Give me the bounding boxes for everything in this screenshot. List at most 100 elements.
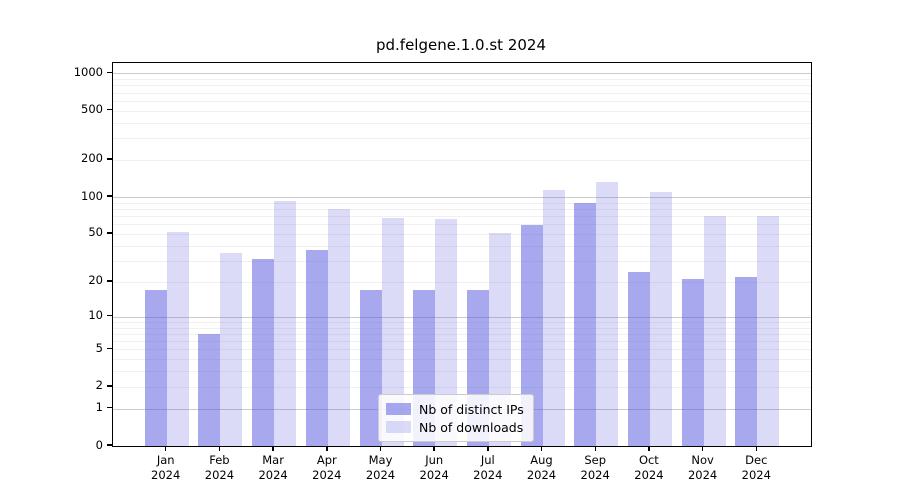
minor-gridline-80 [113, 208, 811, 210]
minor-gridline-900 [113, 79, 811, 80]
y-tick-mark-1000 [107, 71, 112, 73]
minor-gridline-2 [113, 386, 811, 388]
y-tick-label-10: 10 [88, 308, 103, 323]
x-tick-mark-sep [594, 447, 596, 451]
minor-gridline-700 [113, 92, 811, 94]
y-tick-label-1: 1 [95, 400, 103, 415]
x-tick-label-nov: Nov 2024 [687, 453, 718, 482]
x-tick-mark-jun [433, 447, 435, 451]
minor-gridline-3 [113, 371, 811, 373]
minor-gridline-90 [113, 202, 811, 204]
minor-gridline-500 [113, 110, 811, 112]
x-tick-label-sep: Sep 2024 [580, 453, 610, 482]
minor-gridline-600 [113, 100, 811, 102]
legend-swatch-distinct-ips [386, 403, 411, 415]
x-tick-label-dec: Dec 2024 [741, 453, 771, 482]
y-tick-mark-1 [107, 406, 112, 409]
x-tick-mark-mar [272, 447, 274, 451]
bar-distinct-ips-mar [252, 259, 275, 446]
y-tick-mark-200 [107, 158, 112, 160]
x-tick-mark-oct [648, 447, 650, 451]
bar-distinct-ips-dec [735, 276, 758, 446]
minor-gridline-4 [113, 359, 811, 361]
x-tick-label-may: May 2024 [365, 453, 396, 482]
x-tick-label-jan: Jan 2024 [151, 453, 181, 482]
minor-gridline-70 [113, 216, 811, 217]
bar-downloads-jul [488, 232, 511, 446]
minor-gridline-5 [113, 349, 811, 351]
bar-downloads-jan [166, 231, 189, 446]
y-tick-mark-0 [107, 444, 112, 446]
bar-downloads-may [381, 218, 404, 446]
minor-gridline-9 [113, 321, 811, 323]
bar-distinct-ips-jan [144, 290, 167, 446]
x-tick-label-jul: Jul 2024 [473, 453, 503, 482]
bar-distinct-ips-apr [305, 249, 328, 446]
y-tick-mark-100 [107, 195, 112, 197]
x-tick-mark-may [379, 447, 382, 451]
bar-downloads-aug [542, 189, 565, 446]
x-tick-mark-nov [701, 447, 704, 451]
plot-area [112, 62, 812, 447]
major-gridline-10 [113, 316, 811, 318]
legend-label-downloads: Nb of downloads [419, 419, 524, 435]
bar-downloads-jun [435, 219, 458, 446]
x-tick-mark-jan [164, 447, 167, 451]
y-tick-mark-500 [107, 108, 112, 111]
bar-downloads-sep [596, 181, 619, 446]
x-tick-label-aug: Aug 2024 [526, 453, 557, 482]
legend-label-distinct-ips: Nb of distinct IPs [419, 401, 524, 417]
y-tick-label-100: 100 [81, 188, 103, 203]
x-tick-mark-apr [326, 447, 328, 451]
x-tick-label-apr: Apr 2024 [312, 453, 342, 482]
y-tick-mark-5 [107, 347, 112, 350]
y-tick-label-1000: 1000 [73, 64, 103, 79]
x-tick-mark-feb [218, 447, 221, 451]
y-tick-mark-2 [107, 385, 112, 387]
legend-row-downloads: Nb of downloads [386, 418, 524, 436]
major-gridline-1000 [113, 73, 811, 75]
y-tick-mark-20 [107, 280, 112, 282]
bar-downloads-oct [649, 191, 672, 446]
x-tick-label-feb: Feb 2024 [204, 453, 235, 482]
y-tick-label-50: 50 [88, 225, 103, 240]
minor-gridline-20 [113, 281, 811, 283]
bar-distinct-ips-aug [520, 225, 543, 446]
bar-distinct-ips-feb [198, 333, 221, 446]
legend: Nb of distinct IPs Nb of downloads [378, 394, 534, 442]
bar-distinct-ips-sep [574, 202, 597, 446]
y-tick-label-0: 0 [95, 437, 103, 452]
bar-downloads-apr [327, 208, 350, 446]
minor-gridline-50 [113, 233, 811, 235]
y-tick-label-5: 5 [95, 340, 103, 355]
x-tick-mark-dec [755, 447, 758, 451]
minor-gridline-8 [113, 327, 811, 329]
x-tick-mark-jul [487, 447, 489, 451]
y-tick-label-200: 200 [81, 151, 103, 166]
chart-title: pd.felgene.1.0.st 2024 [375, 36, 546, 54]
bar-distinct-ips-nov [681, 279, 704, 446]
minor-gridline-40 [113, 245, 811, 247]
y-tick-label-20: 20 [88, 273, 103, 288]
y-tick-label-2: 2 [95, 378, 103, 393]
x-tick-label-mar: Mar 2024 [258, 453, 288, 482]
minor-gridline-400 [113, 122, 811, 124]
minor-gridline-60 [113, 224, 811, 226]
x-tick-label-oct: Oct 2024 [634, 453, 664, 482]
y-tick-label-500: 500 [81, 102, 103, 117]
y-tick-mark-10 [107, 314, 112, 317]
y-tick-mark-50 [107, 232, 112, 234]
minor-gridline-30 [113, 260, 811, 262]
x-tick-label-jun: Jun 2024 [419, 453, 449, 482]
bar-downloads-dec [757, 216, 780, 446]
legend-swatch-downloads [386, 421, 411, 433]
bar-downloads-mar [274, 200, 297, 446]
minor-gridline-300 [113, 138, 811, 140]
minor-gridline-7 [113, 333, 811, 335]
bar-distinct-ips-oct [627, 272, 650, 446]
bar-distinct-ips-may [359, 290, 382, 446]
major-gridline-100 [113, 197, 811, 198]
bar-downloads-feb [220, 252, 243, 446]
minor-gridline-6 [113, 341, 811, 342]
